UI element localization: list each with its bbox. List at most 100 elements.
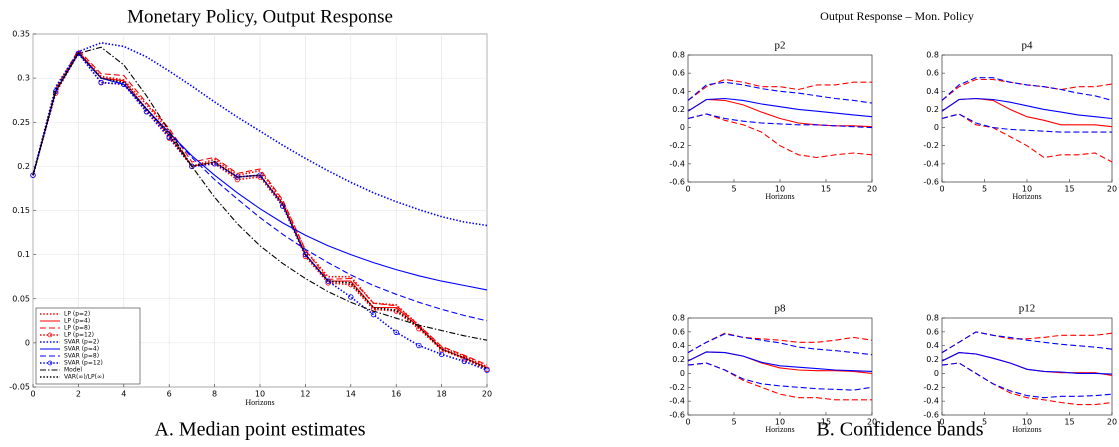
x-axis-label: Horizons <box>765 192 794 201</box>
x-tick-label: 20 <box>1107 185 1117 194</box>
x-tick-label: 5 <box>731 418 736 427</box>
legend-label: LP (p=4) <box>64 318 90 325</box>
y-tick-label: 0.4 <box>926 341 939 350</box>
y-tick-label: 0.2 <box>672 355 685 364</box>
series-marker <box>438 351 445 358</box>
y-tick-label: 0.6 <box>926 327 939 336</box>
x-tick-label: 10 <box>1022 418 1032 427</box>
x-tick-label: 10 <box>255 390 265 399</box>
series-line <box>687 97 873 118</box>
x-axis-label: Horizons <box>1012 192 1041 201</box>
y-tick-label: -0.6 <box>669 178 685 187</box>
x-tick-label: 20 <box>867 418 877 427</box>
legend-label: SVAR (p=4) <box>64 346 99 353</box>
x-tick-label: 0 <box>30 390 35 399</box>
y-tick-label: 0.2 <box>926 105 939 114</box>
y-tick-label: 0.6 <box>672 327 685 336</box>
series-line <box>32 46 488 341</box>
y-tick-label: 0.8 <box>672 314 685 323</box>
x-tick-label: 5 <box>731 185 736 194</box>
series-marker <box>393 329 399 335</box>
x-tick-label: 15 <box>1064 185 1074 194</box>
legend-marker <box>47 332 53 338</box>
x-tick-label: 6 <box>167 390 172 399</box>
y-tick-label: 0.8 <box>926 51 939 60</box>
y-tick-label: 0.25 <box>12 118 30 127</box>
y-tick-label: 0.4 <box>926 87 939 96</box>
series-marker <box>98 79 104 86</box>
x-tick-label: 15 <box>1064 418 1074 427</box>
series-line <box>941 331 1113 354</box>
x-tick-label: 0 <box>685 418 690 427</box>
legend-label: LP (p=2) <box>64 311 90 318</box>
y-tick-label: -0.4 <box>923 159 939 168</box>
series-line <box>941 77 1113 101</box>
y-tick-label: 0 <box>934 369 939 378</box>
chart-title: p12 <box>1019 303 1036 315</box>
legend-label: SVAR (p=8) <box>64 353 99 360</box>
y-tick-label: 0 <box>934 123 939 132</box>
caption: A. Median point estimates <box>154 419 365 441</box>
series-marker <box>325 278 331 284</box>
y-tick-label: 0.3 <box>17 74 30 83</box>
chart-title: p2 <box>775 40 786 52</box>
series-marker <box>370 311 377 318</box>
y-tick-label: -0.2 <box>669 141 685 150</box>
series-line <box>941 113 1113 163</box>
y-tick-label: 0.2 <box>926 355 939 364</box>
x-axis-label: Horizons <box>1012 425 1041 434</box>
series-marker <box>30 172 36 178</box>
x-tick-label: 15 <box>821 418 831 427</box>
y-tick-label: -0.6 <box>923 411 939 420</box>
series-marker <box>75 50 82 57</box>
series-line <box>32 52 488 322</box>
y-tick-label: 0 <box>680 369 685 378</box>
y-tick-label: -0.2 <box>923 141 939 150</box>
series-line <box>941 352 1113 375</box>
y-tick-label: -0.2 <box>669 383 685 392</box>
x-tick-label: 5 <box>982 185 987 194</box>
series-marker <box>189 163 195 170</box>
y-tick-label: 0.2 <box>17 162 30 171</box>
figure-title: Output Response – Mon. Policy <box>820 9 974 23</box>
x-tick-label: 12 <box>300 390 310 399</box>
series-line <box>32 51 488 370</box>
series-marker <box>348 281 354 288</box>
x-tick-label: 10 <box>775 185 785 194</box>
x-axis-label: Horizons <box>765 425 794 434</box>
y-tick-label: 0.8 <box>672 51 685 60</box>
y-tick-label: 0 <box>25 338 30 347</box>
x-tick-label: 0 <box>685 185 690 194</box>
y-tick-label: -0.4 <box>923 397 939 406</box>
x-tick-label: 20 <box>1107 418 1117 427</box>
x-tick-label: 8 <box>212 390 217 399</box>
x-tick-label: 14 <box>346 390 356 399</box>
x-tick-label: 15 <box>821 185 831 194</box>
y-tick-label: -0.4 <box>669 159 685 168</box>
y-tick-label: 0.6 <box>926 69 939 78</box>
chart-title: Monetary Policy, Output Response <box>127 6 393 27</box>
series-marker <box>302 251 309 258</box>
legend-label: LP (p=12) <box>64 332 94 339</box>
series-marker <box>348 294 354 300</box>
x-tick-label: 10 <box>775 418 785 427</box>
plot-area <box>687 317 873 416</box>
series-line <box>687 113 873 129</box>
x-tick-label: 20 <box>482 390 492 399</box>
series-marker <box>393 308 399 314</box>
series-line <box>687 362 873 391</box>
y-tick-label: -0.6 <box>923 178 939 187</box>
x-tick-label: 18 <box>437 390 447 399</box>
y-tick-label: 0.2 <box>672 105 685 114</box>
series-marker <box>53 88 59 95</box>
x-tick-label: 20 <box>867 185 877 194</box>
x-tick-label: 16 <box>391 390 401 399</box>
series-marker <box>461 358 467 365</box>
series-line <box>32 48 488 366</box>
y-tick-label: 0.4 <box>672 87 685 96</box>
legend-label: LP (p=8) <box>64 325 90 332</box>
x-tick-label: 0 <box>939 185 944 194</box>
chart-title: p4 <box>1022 40 1034 52</box>
series-line <box>941 362 1113 399</box>
x-tick-label: 0 <box>939 418 944 427</box>
